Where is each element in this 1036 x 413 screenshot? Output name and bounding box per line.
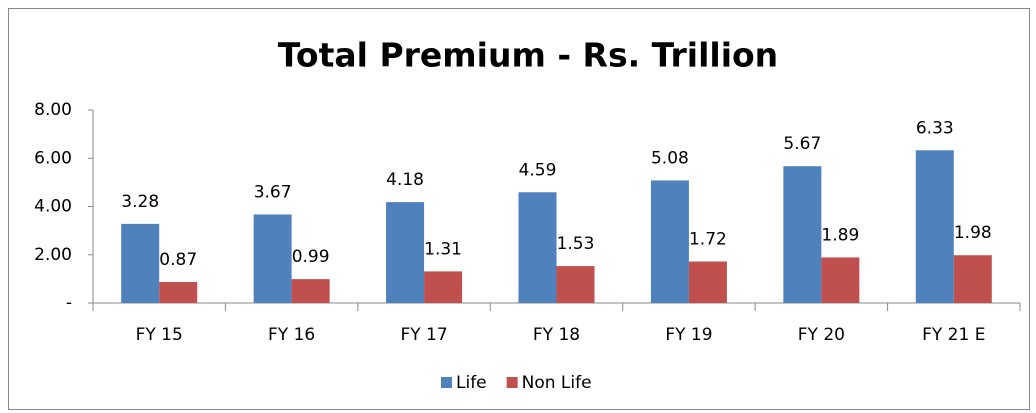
bar bbox=[783, 166, 822, 303]
data-label: 5.08 bbox=[651, 148, 689, 168]
legend-swatch bbox=[506, 377, 518, 388]
bar bbox=[291, 279, 330, 303]
data-label: 0.99 bbox=[292, 247, 330, 267]
legend-label: Non Life bbox=[522, 373, 592, 393]
x-tick-label: FY 18 bbox=[533, 325, 580, 345]
bar bbox=[953, 255, 992, 303]
bar bbox=[556, 266, 595, 303]
data-label: 0.87 bbox=[159, 250, 197, 270]
data-label: 4.18 bbox=[386, 170, 424, 190]
x-tick-label: FY 15 bbox=[136, 325, 183, 345]
bar bbox=[121, 223, 160, 303]
bar bbox=[159, 282, 198, 303]
x-tick-label: FY 20 bbox=[798, 325, 845, 345]
data-label: 3.67 bbox=[254, 182, 292, 202]
y-tick-label: 4.00 bbox=[34, 197, 72, 217]
data-label: 1.89 bbox=[821, 225, 859, 245]
x-tick-label: FY 16 bbox=[268, 325, 315, 345]
bar bbox=[386, 202, 425, 303]
y-tick-label: 6.00 bbox=[34, 148, 72, 168]
x-tick-label: FY 21 E bbox=[922, 325, 985, 345]
y-tick-label: - bbox=[66, 293, 72, 313]
data-label: 4.59 bbox=[519, 160, 557, 180]
x-tick-label: FY 19 bbox=[665, 325, 712, 345]
data-label: 6.33 bbox=[916, 118, 954, 138]
data-label: 1.72 bbox=[689, 230, 727, 250]
bar bbox=[821, 257, 860, 303]
bar bbox=[253, 214, 292, 303]
bar bbox=[650, 180, 689, 303]
legend-label: Life bbox=[456, 373, 487, 393]
legend-swatch bbox=[441, 377, 452, 388]
x-tick-label: FY 17 bbox=[400, 325, 447, 345]
data-label: 1.53 bbox=[557, 234, 595, 254]
y-tick-label: 8.00 bbox=[34, 100, 72, 120]
data-label: 3.28 bbox=[121, 192, 159, 212]
y-tick-label: 2.00 bbox=[34, 245, 72, 265]
chart-title: Total Premium - Rs. Trillion bbox=[278, 36, 778, 75]
data-label: 1.98 bbox=[954, 223, 992, 243]
bar bbox=[688, 261, 727, 303]
bar bbox=[915, 150, 954, 303]
data-label: 5.67 bbox=[783, 134, 821, 154]
bar bbox=[518, 192, 557, 303]
data-label: 1.31 bbox=[424, 239, 462, 259]
bar bbox=[424, 271, 463, 303]
